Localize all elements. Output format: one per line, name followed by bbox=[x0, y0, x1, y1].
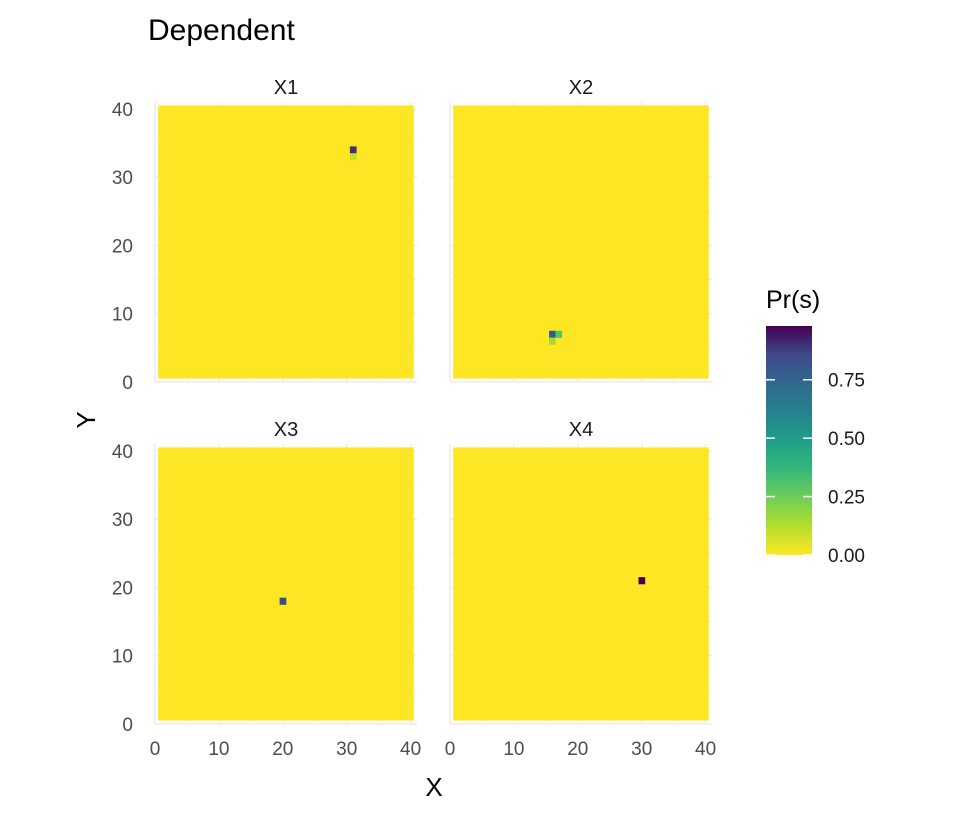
y-tick-label: 0 bbox=[122, 715, 133, 736]
panel-strip-label: X3 bbox=[274, 419, 298, 441]
x-tick-label: 10 bbox=[503, 739, 524, 760]
chart-title: Dependent bbox=[148, 14, 295, 47]
y-tick-label: 10 bbox=[112, 647, 133, 668]
heatmap-cell bbox=[549, 337, 556, 345]
heatmap-background-tiles bbox=[158, 447, 414, 721]
x-tick-label: 30 bbox=[631, 739, 652, 760]
legend-tick-label: 0.00 bbox=[828, 546, 865, 567]
x-tick-label: 0 bbox=[445, 739, 456, 760]
y-tick-label: 0 bbox=[122, 373, 133, 394]
y-tick-label: 10 bbox=[112, 305, 133, 326]
x-tick-label: 30 bbox=[336, 739, 357, 760]
heatmap-cell bbox=[349, 153, 357, 161]
y-tick-label: 30 bbox=[112, 168, 133, 189]
panel-x1: X1 0 10 20 30 40 bbox=[112, 77, 417, 394]
panel-x3: X3 0 10 20 30 40 0 10 20 30 40 bbox=[112, 419, 421, 760]
legend-tick-label: 0.75 bbox=[828, 371, 865, 392]
panel-x2: X2 bbox=[449, 77, 712, 383]
y-tick-label: 20 bbox=[112, 236, 133, 257]
x-tick-label: 40 bbox=[695, 739, 716, 760]
panel-strip-label: X4 bbox=[569, 419, 593, 441]
heatmap-cell bbox=[349, 146, 357, 154]
facet-panels: X1 0 10 20 30 40 X2 X3 0 10 20 30 40 0 10 20 30 40 X4 0 10 20… bbox=[112, 77, 716, 760]
heatmap-background-tiles bbox=[453, 447, 709, 721]
heatmap-cell bbox=[279, 597, 287, 605]
legend: Pr(s) 0.00 0.25 0.50 0.75 bbox=[766, 286, 865, 567]
y-tick-label: 40 bbox=[112, 442, 133, 463]
legend-tick-label: 0.50 bbox=[828, 429, 865, 450]
y-tick-label: 20 bbox=[112, 578, 133, 599]
x-axis-title: X bbox=[425, 772, 442, 802]
x-tick-label: 0 bbox=[150, 739, 161, 760]
y-axis-title: Y bbox=[71, 411, 101, 428]
panel-strip-label: X2 bbox=[569, 77, 593, 99]
x-tick-label: 10 bbox=[208, 739, 229, 760]
heatmap-background-tiles bbox=[158, 105, 414, 379]
heatmap-cell bbox=[549, 330, 556, 338]
heatmap-background-tiles bbox=[453, 105, 709, 379]
legend-ticks: 0.00 0.25 0.50 0.75 bbox=[766, 371, 865, 567]
y-tick-label: 30 bbox=[112, 510, 133, 531]
legend-tick-label: 0.25 bbox=[828, 488, 865, 509]
x-tick-label: 20 bbox=[567, 739, 588, 760]
heatmap-cell bbox=[638, 577, 646, 585]
panel-x4: X4 0 10 20 30 40 bbox=[445, 419, 716, 760]
y-tick-label: 40 bbox=[112, 100, 133, 121]
legend-title: Pr(s) bbox=[766, 286, 820, 314]
legend-colorbar bbox=[766, 326, 812, 555]
x-tick-label: 40 bbox=[400, 739, 421, 760]
x-tick-label: 20 bbox=[272, 739, 293, 760]
panel-strip-label: X1 bbox=[274, 77, 298, 99]
heatmap-cell bbox=[555, 330, 563, 338]
